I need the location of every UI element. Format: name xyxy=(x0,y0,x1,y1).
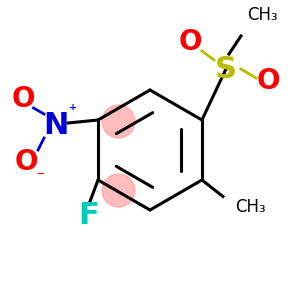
Text: N: N xyxy=(44,112,69,140)
Text: F: F xyxy=(79,202,99,230)
Text: ⁺: ⁺ xyxy=(68,103,76,118)
Text: O: O xyxy=(11,85,35,113)
Text: CH₃: CH₃ xyxy=(247,6,278,24)
Circle shape xyxy=(102,174,135,207)
Text: CH₃: CH₃ xyxy=(235,198,266,216)
Text: O: O xyxy=(14,148,38,176)
Text: S: S xyxy=(215,55,237,83)
Text: O: O xyxy=(256,67,280,95)
Text: O: O xyxy=(178,28,202,56)
Circle shape xyxy=(102,105,135,138)
Text: ⁻: ⁻ xyxy=(37,169,45,184)
